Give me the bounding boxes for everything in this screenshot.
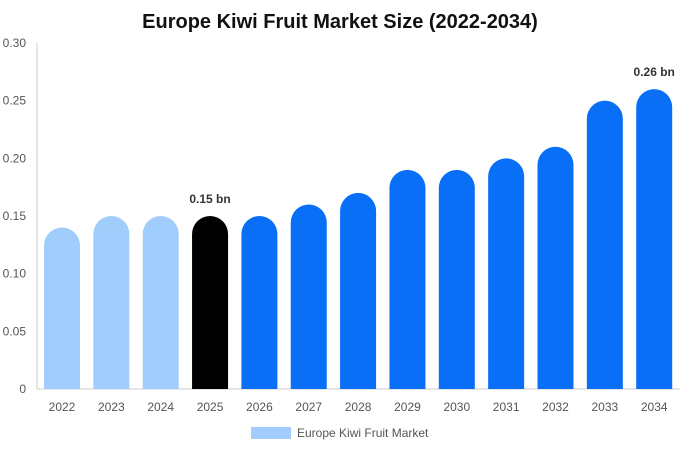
bar-2029 (389, 169, 426, 389)
x-tick-label: 2026 (246, 400, 273, 414)
x-tick-label: 2028 (345, 400, 372, 414)
data-label-2034: 0.26 bn (634, 65, 675, 79)
bar-2022 (44, 227, 80, 389)
bar-2024 (142, 216, 179, 389)
y-tick-label: 0.10 (3, 267, 27, 281)
bar-2028 (340, 192, 377, 389)
legend-swatch (251, 427, 291, 439)
bar-2023 (93, 216, 130, 389)
x-tick-label: 2033 (591, 400, 618, 414)
x-tick-label: 2024 (147, 400, 174, 414)
x-tick-label: 2027 (295, 400, 322, 414)
data-label-2025: 0.15 bn (189, 192, 230, 206)
x-tick-label: 2023 (98, 400, 125, 414)
x-tick-label: 2022 (49, 400, 76, 414)
legend: Europe Kiwi Fruit Market (251, 426, 429, 440)
y-tick-label: 0.25 (3, 94, 27, 108)
x-tick-label: 2034 (641, 400, 668, 414)
bar-2030 (438, 169, 475, 389)
y-tick-label: 0.30 (3, 36, 27, 50)
x-tick-label: 2030 (443, 400, 470, 414)
bar-2027 (290, 204, 327, 389)
bar-2026 (241, 216, 278, 389)
x-tick-label: 2032 (542, 400, 569, 414)
y-tick-label: 0.05 (3, 324, 27, 338)
bars (44, 89, 673, 389)
y-tick-label: 0.20 (3, 151, 27, 165)
data-labels: 0.15 bn 0.26 bn (189, 65, 675, 206)
bar-2032 (537, 146, 574, 389)
x-tick-label: 2029 (394, 400, 421, 414)
x-tick-label: 2025 (197, 400, 224, 414)
x-axis: 2022 2023 2024 2025 2026 2027 2028 2029 2030 2031… (37, 388, 680, 414)
bar-2034 (636, 89, 673, 389)
legend-label: Europe Kiwi Fruit Market (297, 426, 429, 440)
chart-title: Europe Kiwi Fruit Market Size (2022-2034… (142, 11, 538, 33)
y-tick-label: 0.15 (3, 209, 27, 223)
y-axis: 0 0.05 0.10 0.15 0.20 0.25 0.30 (3, 36, 38, 396)
bar-2033 (586, 100, 623, 389)
bar-2025 (192, 216, 229, 389)
bar-2031 (488, 158, 525, 389)
y-tick-label: 0 (19, 382, 26, 396)
x-tick-label: 2031 (493, 400, 520, 414)
